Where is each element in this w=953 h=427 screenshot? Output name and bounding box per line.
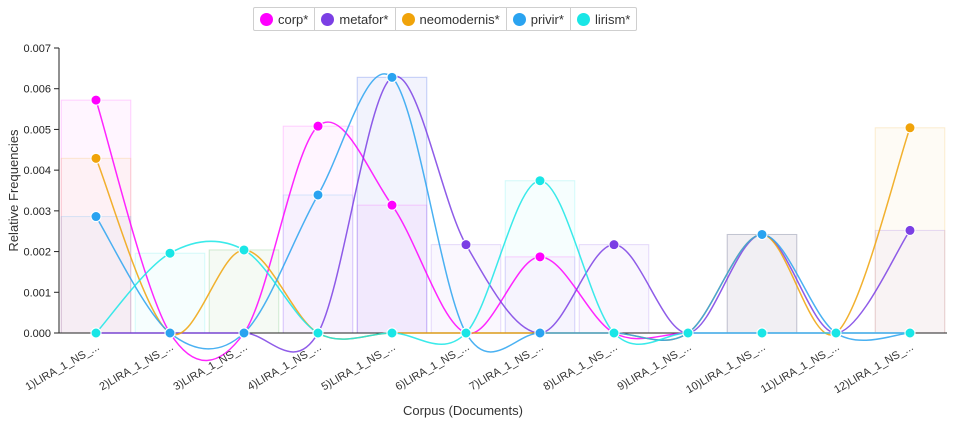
x-tick-label: 12)LIRA_1_NS_... [832, 341, 915, 396]
legend-label: lirism* [594, 11, 631, 27]
data-point [756, 327, 768, 339]
legend-swatch [321, 12, 335, 26]
x-tick-label: 4)LIRA_1_NS_... [245, 341, 323, 393]
bar [726, 233, 798, 334]
y-axis-title: Relative Frequencies [6, 129, 21, 252]
bar [60, 216, 132, 334]
legend-item[interactable]: privir* [507, 8, 571, 30]
x-tick-label: 5)LIRA_1_NS_... [319, 341, 397, 393]
legend-swatch [576, 12, 590, 26]
data-point [386, 327, 398, 339]
legend-label: privir* [530, 11, 564, 27]
y-tick-label: 0.001 [23, 287, 51, 299]
legend-label: neomodernis* [419, 11, 500, 27]
x-tick-label: 11)LIRA_1_NS_... [759, 341, 842, 396]
data-point [312, 189, 324, 201]
data-point [238, 327, 250, 339]
x-axis-title: Corpus (Documents) [403, 403, 523, 418]
y-tick-label: 0.004 [23, 165, 51, 177]
x-tick-label: 9)LIRA_1_NS_... [615, 341, 693, 393]
x-tick-label: 6)LIRA_1_NS_... [393, 341, 471, 393]
x-tick-label: 2)LIRA_1_NS_... [97, 341, 175, 393]
x-tick-label: 10)LIRA_1_NS_... [684, 341, 767, 396]
bar [208, 249, 280, 334]
data-point [90, 94, 102, 106]
data-point [460, 239, 472, 251]
bar [578, 244, 650, 334]
legend-swatch [260, 12, 273, 26]
legend-label: corp* [278, 11, 309, 27]
data-point [904, 224, 916, 236]
data-point [164, 247, 176, 259]
x-tick-label: 8)LIRA_1_NS_... [541, 341, 619, 393]
bar [356, 204, 428, 334]
y-tick-label: 0.000 [23, 328, 51, 340]
y-tick-label: 0.006 [23, 84, 51, 96]
data-point [238, 244, 250, 256]
y-tick-label: 0.002 [23, 247, 51, 259]
data-point [90, 211, 102, 223]
data-point [904, 327, 916, 339]
data-point [534, 175, 546, 187]
bar [208, 249, 280, 334]
data-point [164, 327, 176, 339]
data-point [756, 228, 768, 240]
bar [874, 229, 946, 334]
data-point [386, 199, 398, 211]
data-point [682, 327, 694, 339]
data-point [312, 327, 324, 339]
data-point [830, 327, 842, 339]
data-point [608, 239, 620, 251]
y-tick-label: 0.003 [23, 206, 51, 218]
data-point [608, 327, 620, 339]
data-point [534, 327, 546, 339]
y-tick-label: 0.007 [23, 43, 51, 55]
data-point [90, 327, 102, 339]
legend-swatch [512, 12, 526, 26]
legend-swatch [401, 12, 415, 26]
data-point [312, 120, 324, 132]
y-tick-label: 0.005 [23, 124, 51, 136]
bar [282, 194, 354, 334]
data-point [904, 122, 916, 134]
bar [726, 233, 798, 334]
data-point [386, 71, 398, 83]
bar [282, 125, 354, 334]
data-point [460, 327, 472, 339]
legend-label: metafor* [339, 11, 389, 27]
legend-item[interactable]: corp* [254, 8, 316, 30]
legend: corp* metafor* neomodernis* privir* lirism* [253, 7, 638, 31]
data-point [534, 251, 546, 263]
x-tick-label: 1)LIRA_1_NS_... [23, 341, 101, 393]
data-point [90, 152, 102, 164]
legend-item[interactable]: metafor* [315, 8, 396, 30]
series-line [95, 127, 911, 341]
legend-item[interactable]: lirism* [571, 8, 636, 30]
legend-item[interactable]: neomodernis* [396, 8, 507, 30]
bar [726, 233, 798, 334]
bar [430, 244, 502, 334]
